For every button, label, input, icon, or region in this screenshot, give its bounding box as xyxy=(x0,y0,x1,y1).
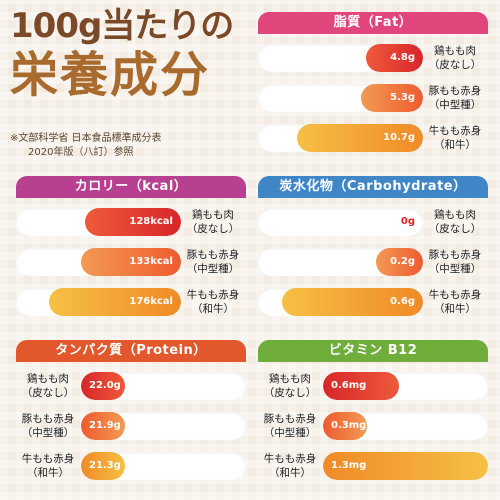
chart-row: 0.6g 牛もも赤身 （和牛） xyxy=(258,284,488,324)
data-label: 133kcal xyxy=(129,256,173,267)
bar-track: 1.3mg xyxy=(323,452,488,480)
bar xyxy=(81,452,125,480)
category-label: 牛もも赤身 （和牛） xyxy=(428,125,482,151)
chart-row: 0.3mg 豚もも赤身 （中型種） xyxy=(258,408,488,448)
protein-panel: タンパク質（Protein） 22.0g 鶏もも肉 （皮なし） 21.9g 豚もも赤身（… xyxy=(16,340,246,488)
vitamin-b12-panel: ビタミン B12 0.6mg 鶏もも肉 （皮なし） 0.3mg 豚もも赤身 （中型種） 1.… xyxy=(258,340,488,488)
bar xyxy=(81,372,125,400)
page-title: 100g当たりの 栄養成分 xyxy=(10,6,250,102)
category-label: 鶏もも肉 （皮なし） xyxy=(186,209,240,235)
bar xyxy=(282,288,423,316)
fat-panel-title: 脂質（Fat） xyxy=(258,12,488,34)
fat-panel: 脂質（Fat） 4.8g 鶏もも肉 （皮なし） 5.3g 豚もも赤身 （中型種） 10.7g… xyxy=(258,12,488,160)
category-label: 豚もも赤身 （中型種） xyxy=(428,249,482,275)
category-label: 豚もも赤身 （中型種） xyxy=(186,249,240,275)
bar-track: 0g xyxy=(258,208,423,236)
bar xyxy=(376,248,423,276)
category-label: 鶏もも肉 （皮なし） xyxy=(428,45,482,71)
bar-track: 22.0g xyxy=(81,372,246,400)
bar xyxy=(366,44,423,72)
bar xyxy=(297,124,423,152)
category-label: 豚もも赤身 （中型種） xyxy=(263,413,317,439)
calorie-panel: カロリー（kcal） 128kcal 鶏もも肉 （皮なし） 133kcal 豚もも赤身（… xyxy=(16,176,246,324)
data-label: 0g xyxy=(400,216,415,227)
chart-row: 0.2g 豚もも赤身 （中型種） xyxy=(258,244,488,284)
chart-row: 4.8g 鶏もも肉 （皮なし） xyxy=(258,40,488,80)
chart-row: 5.3g 豚もも赤身 （中型種） xyxy=(258,80,488,120)
chart-row: 0.6mg 鶏もも肉 （皮なし） xyxy=(258,368,488,408)
chart-row: 21.9g 豚もも赤身 （中型種） xyxy=(16,408,246,448)
category-label: 鶏もも肉 （皮なし） xyxy=(21,373,75,399)
category-label: 牛もも赤身 （和牛） xyxy=(21,453,75,479)
bar xyxy=(49,288,181,316)
data-label: 128kcal xyxy=(129,216,173,227)
chart-row: 128kcal 鶏もも肉 （皮なし） xyxy=(16,204,246,244)
bar-track: 21.9g xyxy=(81,412,246,440)
bar-track: 133kcal xyxy=(16,248,181,276)
data-label: 10.7g xyxy=(383,132,415,143)
bar xyxy=(81,412,125,440)
calorie-panel-title: カロリー（kcal） xyxy=(16,176,246,198)
source-line-2: 2020年版（八訂）参照 xyxy=(28,147,134,158)
category-label: 豚もも赤身 （中型種） xyxy=(428,85,482,111)
chart-row: 22.0g 鶏もも肉 （皮なし） xyxy=(16,368,246,408)
category-label: 鶏もも肉 （皮なし） xyxy=(428,209,482,235)
title-line-1: 100g当たりの xyxy=(10,6,234,46)
carbohydrate-panel-title: 炭水化物（Carbohydrate） xyxy=(258,176,488,198)
category-label: 牛もも赤身 （和牛） xyxy=(186,289,240,315)
bar-track: 0.3mg xyxy=(323,412,488,440)
data-label: 22.0g xyxy=(89,380,121,391)
data-label: 0.2g xyxy=(390,256,415,267)
bar-track: 0.2g xyxy=(258,248,423,276)
chart-row: 21.3g 牛もも赤身 （和牛） xyxy=(16,448,246,488)
bar xyxy=(361,84,423,112)
data-label: 1.3mg xyxy=(331,460,367,471)
category-label: 豚もも赤身 （中型種） xyxy=(21,413,75,439)
category-label: 牛もも赤身 （和牛） xyxy=(263,453,317,479)
chart-row: 0g 鶏もも肉 （皮なし） xyxy=(258,204,488,244)
data-label: 4.8g xyxy=(390,52,415,63)
category-label: 鶏もも肉 （皮なし） xyxy=(263,373,317,399)
category-label: 牛もも赤身 （和牛） xyxy=(428,289,482,315)
data-label: 5.3g xyxy=(390,92,415,103)
bar-track: 5.3g xyxy=(258,84,423,112)
bar xyxy=(323,372,399,400)
bar-track: 10.7g xyxy=(258,124,423,152)
vitamin-b12-panel-title: ビタミン B12 xyxy=(258,340,488,362)
source-line-1: ※文部科学省 日本食品標準成分表 xyxy=(10,133,162,144)
bar-track: 128kcal xyxy=(16,208,181,236)
carbohydrate-panel: 炭水化物（Carbohydrate） 0g 鶏もも肉 （皮なし） 0.2g 豚もも赤身（… xyxy=(258,176,488,324)
chart-row: 133kcal 豚もも赤身 （中型種） xyxy=(16,244,246,284)
bar-track: 0.6g xyxy=(258,288,423,316)
bar-track: 4.8g xyxy=(258,44,423,72)
data-label: 21.9g xyxy=(89,420,121,431)
bar-track: 0.6mg xyxy=(323,372,488,400)
chart-row: 1.3mg 牛もも赤身 （和牛） xyxy=(258,448,488,488)
bar-track: 21.3g xyxy=(81,452,246,480)
bar xyxy=(323,412,367,440)
bar xyxy=(323,452,488,480)
chart-row: 10.7g 牛もも赤身 （和牛） xyxy=(258,120,488,160)
data-label: 21.3g xyxy=(89,460,121,471)
data-label: 0.3mg xyxy=(331,420,367,431)
title-line-2: 栄養成分 xyxy=(10,47,211,103)
bar-track: 176kcal xyxy=(16,288,181,316)
source-note: ※文部科学省 日本食品標準成分表 2020年版（八訂）参照 xyxy=(10,132,240,160)
protein-panel-title: タンパク質（Protein） xyxy=(16,340,246,362)
chart-row: 176kcal 牛もも赤身 （和牛） xyxy=(16,284,246,324)
data-label: 176kcal xyxy=(129,296,173,307)
data-label: 0.6g xyxy=(390,296,415,307)
bar xyxy=(85,208,181,236)
data-label: 0.6mg xyxy=(331,380,367,391)
bar xyxy=(81,248,181,276)
